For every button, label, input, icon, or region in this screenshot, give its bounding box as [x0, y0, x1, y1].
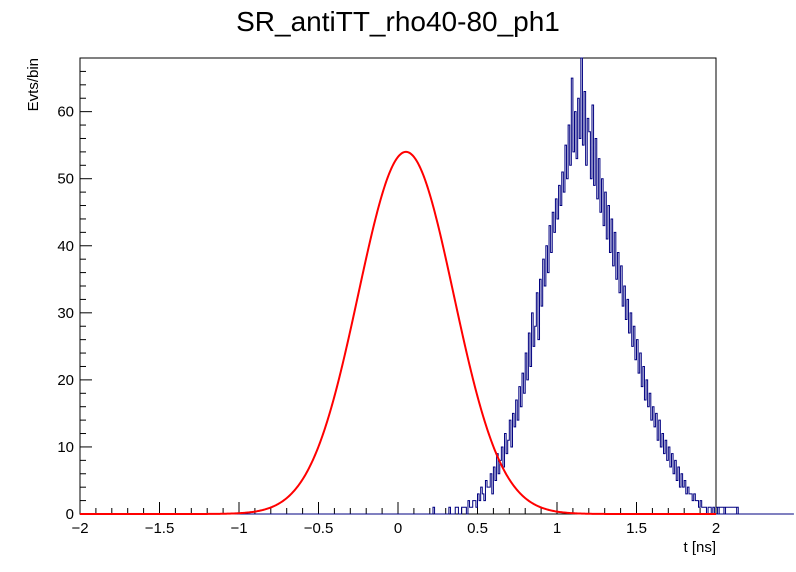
x-tick-label: −0.5: [304, 520, 334, 537]
x-tick-label: −2: [71, 520, 88, 537]
y-axis-ticks: [80, 57, 92, 515]
x-tick-label: 1: [553, 520, 561, 537]
y-tick-label: 30: [57, 305, 74, 322]
x-tick-label: −1: [230, 520, 247, 537]
y-tick-label: 50: [57, 171, 74, 188]
x-axis-tick-labels: −2 −1.5 −1 −0.5 0 0.5 1 1.5 2: [71, 520, 720, 537]
y-tick-label: 40: [57, 238, 74, 255]
y-tick-label: 0: [66, 506, 74, 523]
x-tick-label: −1.5: [145, 520, 175, 537]
x-axis-ticks: [79, 502, 717, 514]
x-tick-label: 2: [712, 520, 720, 537]
y-tick-label: 10: [57, 439, 74, 456]
chart-title: SR_antiTT_rho40-80_ph1: [236, 6, 560, 37]
histogram-series: [80, 57, 794, 515]
x-axis-label: t [ns]: [683, 539, 716, 556]
y-axis-label: Evts/bin: [25, 58, 42, 111]
gaussian-fit-curve: [80, 150, 716, 515]
y-tick-label: 20: [57, 372, 74, 389]
y-axis-tick-labels: 0 10 20 30 40 50 60: [57, 104, 74, 523]
x-tick-label: 0: [394, 520, 402, 537]
y-tick-label: 60: [57, 104, 74, 121]
x-tick-label: 0.5: [467, 520, 488, 537]
x-tick-label: 1.5: [626, 520, 647, 537]
